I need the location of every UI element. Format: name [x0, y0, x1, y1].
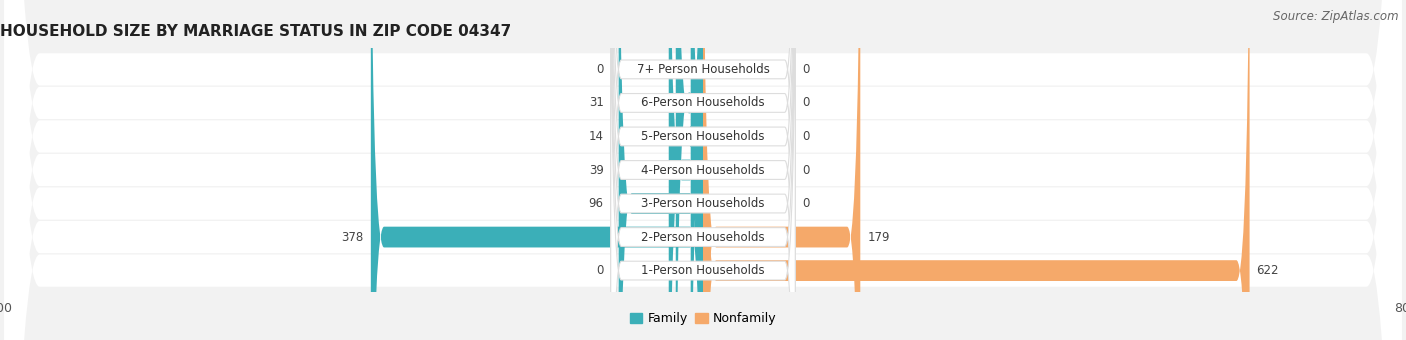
- FancyBboxPatch shape: [690, 0, 704, 340]
- FancyBboxPatch shape: [610, 0, 796, 340]
- FancyBboxPatch shape: [4, 0, 1402, 340]
- FancyBboxPatch shape: [619, 0, 703, 340]
- Text: 1-Person Households: 1-Person Households: [641, 264, 765, 277]
- Text: HOUSEHOLD SIZE BY MARRIAGE STATUS IN ZIP CODE 04347: HOUSEHOLD SIZE BY MARRIAGE STATUS IN ZIP…: [0, 24, 512, 39]
- Text: 6-Person Households: 6-Person Households: [641, 97, 765, 109]
- Text: 7+ Person Households: 7+ Person Households: [637, 63, 769, 76]
- FancyBboxPatch shape: [371, 0, 703, 340]
- Text: Source: ZipAtlas.com: Source: ZipAtlas.com: [1274, 10, 1399, 23]
- FancyBboxPatch shape: [4, 0, 1402, 340]
- FancyBboxPatch shape: [676, 0, 703, 340]
- FancyBboxPatch shape: [703, 0, 1250, 340]
- Text: 0: 0: [803, 164, 810, 176]
- Text: 14: 14: [589, 130, 603, 143]
- Text: 3-Person Households: 3-Person Households: [641, 197, 765, 210]
- Text: 0: 0: [803, 63, 810, 76]
- Text: 4-Person Households: 4-Person Households: [641, 164, 765, 176]
- FancyBboxPatch shape: [4, 0, 1402, 340]
- Text: 0: 0: [803, 197, 810, 210]
- FancyBboxPatch shape: [4, 0, 1402, 340]
- Text: 0: 0: [803, 97, 810, 109]
- Legend: Family, Nonfamily: Family, Nonfamily: [624, 307, 782, 330]
- FancyBboxPatch shape: [669, 0, 703, 340]
- FancyBboxPatch shape: [610, 0, 796, 340]
- Text: 0: 0: [803, 130, 810, 143]
- FancyBboxPatch shape: [4, 0, 1402, 340]
- Text: 5-Person Households: 5-Person Households: [641, 130, 765, 143]
- Text: 0: 0: [596, 63, 603, 76]
- Text: 378: 378: [342, 231, 364, 243]
- FancyBboxPatch shape: [703, 0, 860, 340]
- Text: 2-Person Households: 2-Person Households: [641, 231, 765, 243]
- FancyBboxPatch shape: [610, 0, 796, 340]
- FancyBboxPatch shape: [610, 0, 796, 340]
- Text: 622: 622: [1257, 264, 1279, 277]
- Text: 31: 31: [589, 97, 603, 109]
- FancyBboxPatch shape: [610, 0, 796, 340]
- Text: 39: 39: [589, 164, 603, 176]
- Text: 0: 0: [596, 264, 603, 277]
- FancyBboxPatch shape: [4, 0, 1402, 340]
- Text: 96: 96: [589, 197, 603, 210]
- FancyBboxPatch shape: [610, 0, 796, 340]
- FancyBboxPatch shape: [4, 0, 1402, 340]
- Text: 179: 179: [868, 231, 890, 243]
- FancyBboxPatch shape: [610, 0, 796, 340]
